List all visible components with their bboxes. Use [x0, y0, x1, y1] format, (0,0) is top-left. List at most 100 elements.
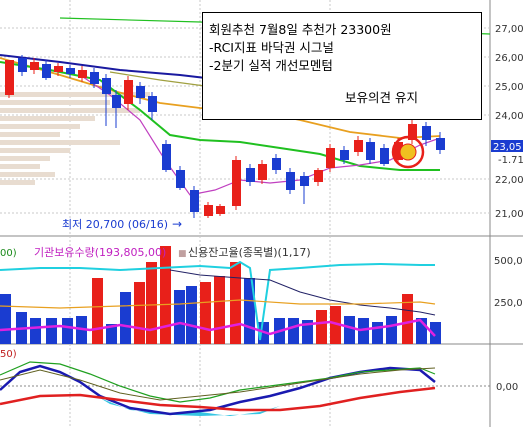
volume-bar[interactable]: [344, 316, 355, 344]
candle-body[interactable]: [190, 190, 199, 212]
volume-bar[interactable]: [330, 306, 341, 344]
volume-legend-credit: 신용잔고율(종목별)(1,17): [188, 246, 311, 259]
candle-body[interactable]: [258, 164, 267, 180]
price-tick-label: 22,00: [495, 175, 523, 186]
annotation-box: 회원추천 7월8일 추천가 23300원 -RCI지표 바닥권 시그널 -2분기…: [202, 12, 482, 120]
candle-body[interactable]: [326, 148, 335, 168]
volume-bar[interactable]: [316, 310, 327, 344]
candle-body[interactable]: [340, 150, 349, 160]
volume-profile: [0, 92, 150, 185]
candle-body[interactable]: [66, 68, 75, 74]
volume-tick-label: 500,0: [494, 256, 523, 267]
candle-body[interactable]: [300, 176, 309, 186]
current-price-label: 23,05: [493, 142, 522, 153]
candle-body[interactable]: [176, 170, 185, 188]
candle-body[interactable]: [394, 142, 403, 160]
candle-body[interactable]: [124, 80, 133, 104]
candle-body[interactable]: [246, 168, 255, 182]
candle-body[interactable]: [42, 64, 51, 78]
candle-body[interactable]: [30, 62, 39, 70]
volume-bar[interactable]: [430, 322, 441, 344]
volume-tick-label: 250,0: [494, 298, 523, 309]
volume-bar[interactable]: [62, 318, 73, 344]
candle-body[interactable]: [354, 140, 363, 152]
candle-body[interactable]: [102, 78, 111, 94]
candle-body[interactable]: [5, 60, 14, 95]
volume-bar[interactable]: [288, 318, 299, 344]
candle-body[interactable]: [18, 58, 27, 72]
candle-body[interactable]: [232, 160, 241, 206]
volume-bar[interactable]: [386, 316, 397, 344]
volume-bar[interactable]: [134, 282, 145, 344]
candle-body[interactable]: [408, 124, 417, 140]
candle-body[interactable]: [162, 144, 171, 170]
price-tick-label: 24,00: [495, 111, 523, 122]
indicator-line-blue: [0, 364, 436, 416]
price-tick-label: 27,00: [495, 24, 523, 35]
price-axis: 27,00 26,00 25,00 24,00 22,00 21,00: [495, 24, 523, 220]
volume-bar[interactable]: [186, 286, 197, 344]
change-label: -1.71: [498, 155, 523, 166]
legend-marker-icon: ■: [178, 249, 187, 259]
volume-bar[interactable]: [120, 292, 131, 344]
candle-body[interactable]: [286, 172, 295, 190]
price-tick-label: 25,00: [495, 82, 523, 93]
orange-line-vol: [0, 299, 436, 309]
credit-line-cyan: [0, 260, 435, 341]
annotation-line-1: 회원추천 7월8일 추천가 23300원: [209, 22, 392, 37]
volume-bar[interactable]: [402, 294, 413, 344]
annotation-line-4: 보유의견 유지: [345, 90, 418, 105]
candle-body[interactable]: [112, 95, 121, 108]
indicator-zero-tick: 0,00: [496, 382, 518, 393]
volume-bar[interactable]: [416, 318, 427, 344]
volume-bar[interactable]: [302, 320, 313, 344]
price-tick-label: 26,00: [495, 53, 523, 64]
magenta-line-vol: [0, 318, 436, 337]
volume-bar[interactable]: [244, 278, 255, 344]
annotation-line-3: -2분기 실적 개선모멘텀: [209, 58, 333, 73]
volume-bar[interactable]: [30, 318, 41, 344]
indicator-header-left: 50): [0, 349, 17, 360]
indicator-line-red: [0, 386, 436, 412]
volume-bar[interactable]: [106, 324, 117, 344]
candle-body[interactable]: [216, 206, 225, 214]
annotation-line-2: -RCI지표 바닥권 시그널: [209, 40, 334, 55]
indicator-line-olive: [0, 367, 436, 401]
candle-body[interactable]: [366, 142, 375, 160]
volume-bar[interactable]: [160, 246, 171, 344]
candlestick-series: [5, 55, 445, 218]
volume-bar[interactable]: [214, 276, 225, 344]
candle-body[interactable]: [314, 170, 323, 182]
volume-bar[interactable]: [0, 294, 11, 344]
volume-bar[interactable]: [230, 262, 241, 344]
candle-body[interactable]: [90, 72, 99, 84]
candle-body[interactable]: [136, 86, 145, 98]
volume-bar[interactable]: [92, 278, 103, 344]
candle-body[interactable]: [422, 126, 431, 140]
low-price-label: 최저 20,700 (06/16): [62, 218, 168, 231]
volume-bar[interactable]: [146, 262, 157, 344]
highlight-marker: [399, 143, 417, 161]
price-tick-label: 21,00: [495, 209, 523, 220]
volume-bar[interactable]: [174, 290, 185, 344]
candle-body[interactable]: [78, 70, 87, 78]
volume-bar[interactable]: [200, 282, 211, 344]
candle-body[interactable]: [272, 158, 281, 170]
volume-axis: 500,0 250,0: [494, 256, 523, 309]
volume-bar[interactable]: [46, 318, 57, 344]
volume-legend-institutional: 기관보유수량(193,805,00): [34, 246, 166, 259]
current-price-box: [491, 140, 523, 152]
volume-bar[interactable]: [358, 318, 369, 344]
low-arrow-icon: →: [172, 217, 182, 231]
highlight-circle: [391, 135, 425, 169]
candle-body[interactable]: [204, 205, 213, 216]
volume-header-left: 00): [0, 248, 17, 259]
volume-bar[interactable]: [372, 322, 383, 344]
candle-body[interactable]: [54, 66, 63, 72]
volume-bars: [0, 246, 441, 344]
candle-body[interactable]: [436, 138, 445, 150]
holding-line-navy: [169, 269, 436, 316]
candle-body[interactable]: [148, 96, 157, 112]
candle-body[interactable]: [380, 148, 389, 164]
